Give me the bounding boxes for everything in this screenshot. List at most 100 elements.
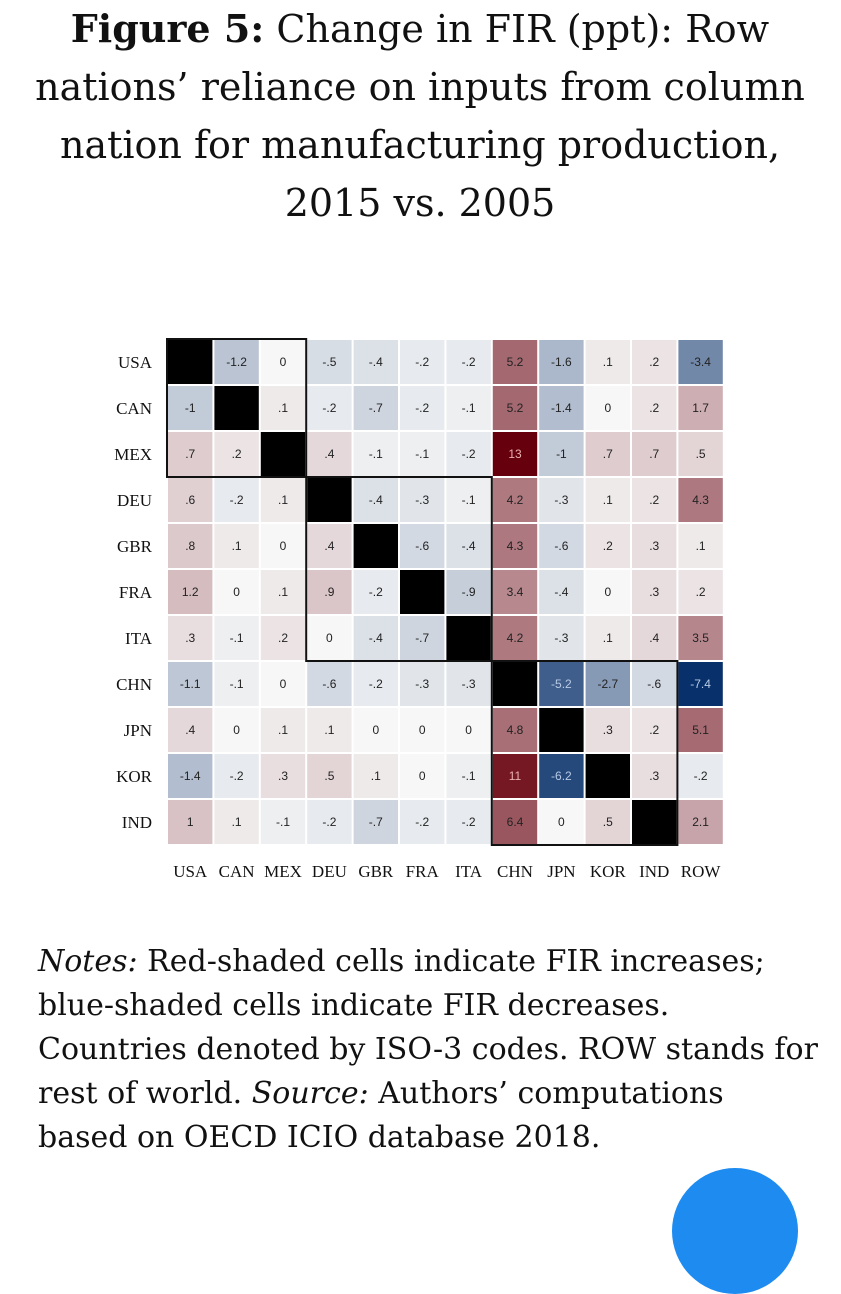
cell-label-chn-ind: -.6 — [647, 677, 661, 691]
cell-label-usa-chn: 5.2 — [507, 355, 524, 369]
cell-label-mex-can: .2 — [232, 447, 242, 461]
heat-cell-deu-jpn — [539, 478, 584, 522]
heat-cell-gbr-deu — [307, 524, 352, 568]
cell-label-gbr-mex: 0 — [280, 539, 287, 553]
cell-label-fra-can: 0 — [233, 585, 240, 599]
heat-cell-fra-fra — [400, 570, 445, 614]
cell-label-mex-usa: .7 — [185, 447, 195, 461]
heat-cell-jpn-fra — [400, 708, 445, 752]
heat-cell-kor-gbr — [353, 754, 398, 798]
cell-label-mex-kor: .7 — [603, 447, 613, 461]
col-label-gbr: GBR — [358, 862, 394, 881]
heat-cell-usa-kor — [585, 340, 630, 384]
cell-label-jpn-ita: 0 — [465, 723, 472, 737]
heat-cell-ind-deu — [307, 800, 352, 844]
col-label-kor: KOR — [590, 862, 627, 881]
cell-label-chn-gbr: -.2 — [369, 677, 383, 691]
heat-cell-kor-can — [214, 754, 259, 798]
col-label-mex: MEX — [264, 862, 302, 881]
cell-label-can-mex: .1 — [278, 401, 288, 415]
heat-cell-gbr-ita — [446, 524, 491, 568]
figure-title-text: Change in FIR (ppt): Row nations’ relian… — [35, 7, 805, 225]
cell-label-usa-fra: -.2 — [415, 355, 429, 369]
row-label-gbr: GBR — [117, 537, 153, 556]
cell-label-can-deu: -.2 — [322, 401, 336, 415]
cell-label-ita-chn: 4.2 — [507, 631, 524, 645]
heat-cell-fra-usa — [168, 570, 213, 614]
cell-label-chn-kor: -2.7 — [597, 677, 618, 691]
cell-label-mex-chn: 13 — [508, 447, 522, 461]
heat-cell-ita-ita — [446, 616, 491, 660]
heat-cell-deu-deu — [307, 478, 352, 522]
heat-cell-mex-deu — [307, 432, 352, 476]
heat-cell-jpn-ind — [632, 708, 677, 752]
heat-cell-ita-usa — [168, 616, 213, 660]
cell-label-fra-deu: .9 — [324, 585, 334, 599]
cell-label-usa-can: -1.2 — [226, 355, 247, 369]
cell-label-gbr-jpn: -.6 — [554, 539, 568, 553]
heat-cell-fra-ind — [632, 570, 677, 614]
heat-cell-can-kor — [585, 386, 630, 430]
cell-label-can-gbr: -.7 — [369, 401, 383, 415]
heat-cell-jpn-can — [214, 708, 259, 752]
heat-cell-usa-ind — [632, 340, 677, 384]
heat-cell-mex-gbr — [353, 432, 398, 476]
cell-label-usa-ind: .2 — [649, 355, 659, 369]
heat-cell-can-gbr — [353, 386, 398, 430]
cell-label-gbr-row: .1 — [696, 539, 706, 553]
cell-label-chn-mex: 0 — [280, 677, 287, 691]
heat-cell-jpn-jpn — [539, 708, 584, 752]
cell-label-usa-gbr: -.4 — [369, 355, 383, 369]
cell-label-kor-fra: 0 — [419, 769, 426, 783]
heat-cell-kor-usa — [168, 754, 213, 798]
cell-label-mex-row: .5 — [696, 447, 706, 461]
heat-cell-deu-gbr — [353, 478, 398, 522]
notes-text: Red-shaded cells indicate FIR increases;… — [38, 944, 818, 1111]
heat-cell-mex-ind — [632, 432, 677, 476]
cell-label-deu-kor: .1 — [603, 493, 613, 507]
row-label-jpn: JPN — [124, 721, 152, 740]
heat-cell-can-mex — [260, 386, 306, 430]
group-box-2 — [305, 476, 493, 662]
cell-label-jpn-deu: .1 — [324, 723, 334, 737]
heat-cell-can-ind — [632, 386, 677, 430]
cell-label-fra-kor: 0 — [604, 585, 611, 599]
cell-label-deu-can: -.2 — [230, 493, 244, 507]
cell-label-mex-gbr: -.1 — [369, 447, 383, 461]
floating-action-button[interactable] — [672, 1168, 798, 1294]
heat-cell-jpn-row — [678, 708, 723, 752]
heat-cell-jpn-chn — [492, 708, 538, 752]
cell-label-mex-ind: .7 — [649, 447, 659, 461]
heat-cell-gbr-mex — [260, 524, 306, 568]
cell-label-gbr-kor: .2 — [603, 539, 613, 553]
group-box-3 — [490, 660, 679, 846]
cell-label-can-chn: 5.2 — [507, 401, 524, 415]
heat-cell-ita-deu — [307, 616, 352, 660]
cell-label-ita-ind: .4 — [649, 631, 659, 645]
cell-label-usa-kor: .1 — [603, 355, 613, 369]
heat-cell-chn-kor — [585, 662, 630, 706]
heat-cell-can-usa — [168, 386, 213, 430]
heat-cell-can-chn — [492, 386, 538, 430]
cell-label-usa-mex: 0 — [280, 355, 287, 369]
heat-cell-kor-kor — [585, 754, 630, 798]
heat-cell-can-deu — [307, 386, 352, 430]
cell-label-ita-can: -.1 — [230, 631, 244, 645]
heat-cell-ind-mex — [260, 800, 306, 844]
heat-cell-jpn-kor — [585, 708, 630, 752]
heat-cell-deu-ita — [446, 478, 491, 522]
cell-label-fra-mex: .1 — [278, 585, 288, 599]
cell-label-fra-gbr: -.2 — [369, 585, 383, 599]
heat-cell-fra-gbr — [353, 570, 398, 614]
heat-cell-mex-can — [214, 432, 259, 476]
heat-cell-gbr-can — [214, 524, 259, 568]
cell-label-can-ita: -.1 — [462, 401, 476, 415]
heat-cell-fra-mex — [260, 570, 306, 614]
heat-cell-fra-kor — [585, 570, 630, 614]
cell-label-ita-mex: .2 — [278, 631, 288, 645]
heat-cell-kor-ind — [632, 754, 677, 798]
col-label-can: CAN — [219, 862, 255, 881]
heat-cell-ita-fra — [400, 616, 445, 660]
heat-cell-usa-jpn — [539, 340, 584, 384]
cell-label-usa-row: -3.4 — [690, 355, 711, 369]
